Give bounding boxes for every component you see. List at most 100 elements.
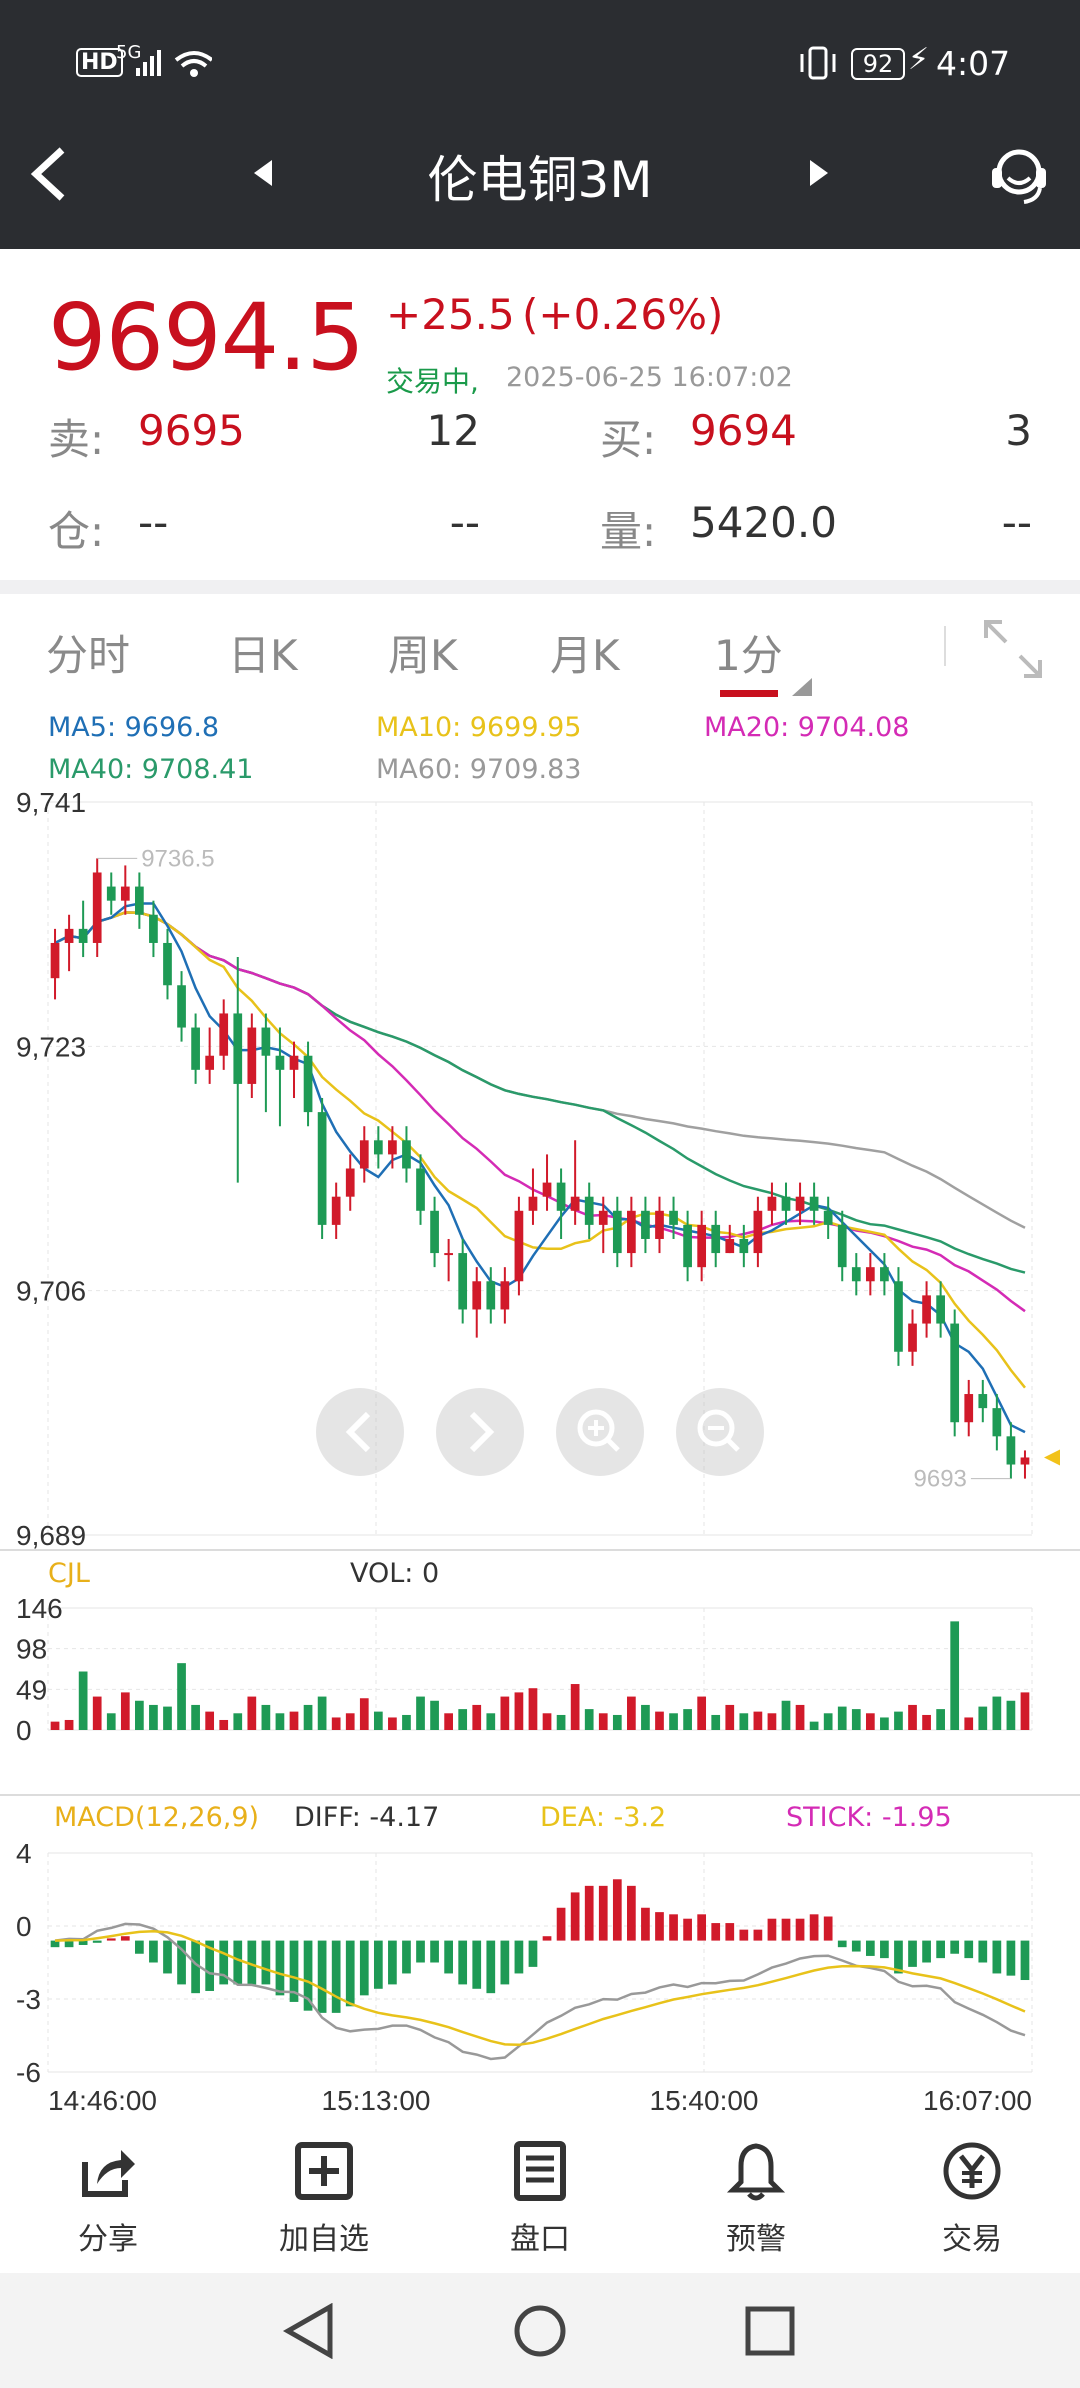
zoom-in-button[interactable]: [556, 1388, 644, 1476]
volume-bar: [303, 1704, 313, 1730]
ma60-label: MA60: 9709.83: [376, 754, 582, 785]
candle-body: [641, 1210, 650, 1239]
macd-histogram-bar: [402, 1940, 411, 1974]
macd-histogram-bar: [388, 1940, 397, 1985]
volume-bar: [1006, 1700, 1016, 1730]
candle-body: [711, 1224, 721, 1254]
candle-body: [669, 1210, 678, 1225]
candle-body: [880, 1267, 889, 1282]
ma5-label: MA5: 9696.8: [48, 712, 220, 743]
macd-histogram-bar: [261, 1940, 271, 1985]
kline-chart[interactable]: 9,741 9,723 9,706 9,689 146 98 49 0 4 0 -3 -614:46:…: [0, 780, 1080, 2120]
order-book-icon: [514, 2141, 566, 2201]
fullscreen-icon[interactable]: [980, 616, 1046, 682]
network-type: 5G: [116, 42, 142, 63]
price-tick-label: 9,723: [16, 1031, 86, 1062]
zoom-in-icon: [577, 1409, 620, 1452]
macd-histogram-bar: [627, 1885, 636, 1941]
candle-body: [908, 1323, 917, 1352]
macd-histogram-bar: [795, 1918, 805, 1941]
volume-bar: [261, 1704, 271, 1730]
customer-service-icon[interactable]: [986, 142, 1052, 208]
candle-body: [261, 1027, 271, 1056]
macd-histogram-bar: [416, 1940, 425, 1963]
candle-body: [627, 1210, 636, 1254]
chevron-right-icon: [469, 1411, 495, 1453]
candle-body: [1020, 1457, 1030, 1465]
nav-add-favorite[interactable]: 加自选: [254, 2140, 394, 2258]
candle-body: [922, 1295, 931, 1324]
ma60-line: [54, 911, 1026, 1229]
hd-badge: HD: [76, 48, 123, 77]
system-recents-icon[interactable]: [744, 2305, 796, 2357]
prev-contract-icon[interactable]: [250, 158, 274, 188]
back-arrow-icon[interactable]: [28, 146, 68, 202]
candle-body: [120, 886, 130, 901]
macd-histogram-bar: [317, 1940, 327, 2013]
scroll-right-button[interactable]: [436, 1388, 524, 1476]
volume-bar: [486, 1713, 496, 1730]
macd-histogram-bar: [303, 1940, 313, 2011]
volume-bar: [697, 1696, 707, 1730]
volume-bar: [219, 1719, 229, 1730]
macd-histogram-bar: [500, 1940, 510, 1985]
macd-histogram-bar: [584, 1885, 594, 1941]
tab-monthly-k[interactable]: 月K: [550, 631, 620, 680]
volume-bar: [823, 1713, 833, 1730]
candle-body: [444, 1253, 453, 1256]
volume-bar: [908, 1704, 917, 1730]
volume-value: 5420.0: [690, 498, 837, 547]
candle-body: [1006, 1436, 1016, 1465]
volume-bars: [50, 1621, 1030, 1730]
ma20-line: [54, 911, 1026, 1313]
zoom-out-button[interactable]: [676, 1388, 764, 1476]
macd-histogram-bar: [458, 1940, 468, 1985]
price-change: +25.5: [386, 290, 515, 339]
tab-1min[interactable]: 1分: [714, 631, 783, 680]
scroll-left-button[interactable]: [316, 1388, 404, 1476]
macd-histogram-bar: [275, 1940, 285, 1996]
system-back-icon[interactable]: [282, 2303, 336, 2359]
candle-body: [345, 1168, 355, 1197]
nav-order-book[interactable]: 盘口: [470, 2140, 610, 2258]
macd-tick-label: 4: [16, 1838, 32, 1869]
macd-histogram-bar: [191, 1940, 200, 1994]
macd-lines: [54, 1922, 1026, 2061]
macd-histogram-bar: [331, 1940, 341, 2013]
nav-alert[interactable]: 预警: [686, 2140, 826, 2258]
tab-intraday[interactable]: 分时: [46, 631, 131, 680]
tab-daily-k[interactable]: 日K: [228, 631, 298, 680]
candle-body: [402, 1140, 411, 1169]
macd-histogram-bar: [809, 1914, 819, 1941]
candle-body: [416, 1168, 425, 1211]
macd-histogram-bar: [542, 1936, 552, 1941]
candlestick-series: [50, 858, 1030, 1479]
open-interest-label: 仓:: [48, 507, 105, 556]
nav-share-label: 分享: [78, 2222, 138, 2257]
next-contract-icon[interactable]: [808, 158, 832, 188]
volume-bar: [163, 1706, 172, 1730]
candle-body: [205, 1055, 215, 1070]
volume-bar: [570, 1684, 580, 1730]
macd-diff: DIFF: -4.17: [294, 1802, 440, 1833]
tab-weekly-k[interactable]: 周K: [388, 631, 458, 680]
candle-body: [556, 1182, 566, 1211]
macd-histogram-bar: [936, 1940, 945, 1959]
macd-histogram-bar: [851, 1940, 861, 1952]
candle-body: [795, 1196, 805, 1211]
macd-histogram-bar: [149, 1940, 158, 1963]
period-dropdown-icon[interactable]: [790, 676, 814, 698]
candle-body: [584, 1196, 594, 1225]
nav-share[interactable]: 分享: [38, 2140, 178, 2258]
system-home-icon[interactable]: [512, 2303, 568, 2359]
nav-trade[interactable]: 交易: [902, 2140, 1042, 2258]
volume-bar: [669, 1713, 678, 1730]
volume-bar: [964, 1717, 974, 1730]
volume-bar: [416, 1696, 425, 1730]
macd-histogram-bar: [683, 1918, 692, 1941]
macd-tick-label: -3: [16, 1984, 41, 2015]
nav-trade-label: 交易: [942, 2222, 1002, 2257]
charging-icon: ⚡: [908, 42, 930, 77]
macd-histogram-bar: [219, 1940, 229, 1985]
volume-bar: [950, 1621, 960, 1730]
